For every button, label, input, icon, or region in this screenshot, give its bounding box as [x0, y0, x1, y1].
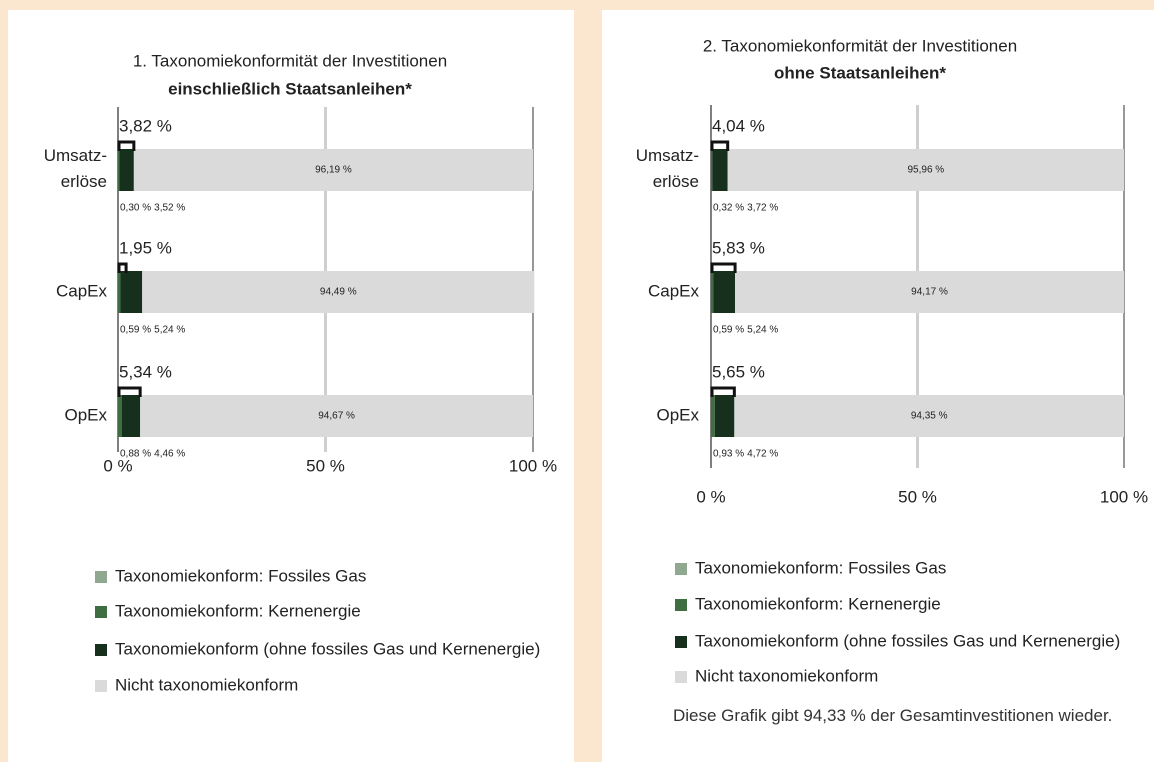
total-label: 5,34 %	[119, 362, 172, 381]
legend-label: Taxonomiekonform: Kernenergie	[695, 594, 941, 613]
x-tick-label: 50 %	[898, 487, 937, 506]
total-bracket	[117, 140, 136, 151]
legend-swatch	[95, 606, 107, 618]
category-label: CapEx	[56, 281, 108, 300]
value-label: 5,24 %	[747, 325, 778, 336]
bar-segment	[712, 149, 728, 191]
legend-swatch	[675, 599, 687, 611]
total-label: 1,95 %	[119, 238, 172, 257]
legend-swatch	[95, 644, 107, 656]
value-label: 0,59 %	[713, 325, 744, 336]
total-label: 3,82 %	[119, 116, 172, 135]
legend-label: Nicht taxonomiekonform	[695, 666, 878, 685]
total-label: 5,65 %	[712, 362, 765, 381]
value-label: 95,96 %	[907, 165, 944, 176]
bar-segment	[734, 395, 1124, 437]
value-label: 0,32 %	[713, 203, 744, 214]
chart-title: 1. Taxonomiekonformität der Investitione…	[133, 51, 447, 70]
total-bracket	[710, 386, 736, 397]
legend-swatch	[675, 563, 687, 575]
value-label: 5,24 %	[154, 325, 185, 336]
bar-segment	[121, 395, 141, 437]
note-box: Diese Grafik gibt 94,33 % der Gesamtinve…	[673, 706, 1113, 725]
legend-swatch	[95, 571, 107, 583]
value-label: 96,19 %	[315, 165, 352, 176]
total-label: 4,04 %	[712, 116, 765, 135]
value-label: 94,35 %	[911, 411, 948, 422]
bar-segment	[118, 395, 122, 437]
chart-title: 2. Taxonomiekonformität der Investitione…	[703, 36, 1017, 55]
legend-label: Taxonomiekonform: Fossiles Gas	[695, 558, 946, 577]
total-bracket	[710, 140, 730, 151]
legend-label: Taxonomiekonform: Fossiles Gas	[115, 566, 366, 585]
value-label: 3,72 %	[747, 203, 778, 214]
category-label: CapEx	[648, 281, 700, 300]
bar-segment	[120, 271, 143, 313]
total-bracket	[117, 262, 128, 273]
bar-segment	[711, 395, 715, 437]
x-tick-label: 100 %	[1100, 487, 1148, 506]
legend-swatch	[95, 680, 107, 692]
value-label: 4,72 %	[747, 449, 778, 460]
bar-segment	[118, 149, 120, 191]
total-label: 5,83 %	[712, 238, 765, 257]
value-label: 0,88 %	[120, 449, 151, 460]
value-label: 94,17 %	[911, 287, 948, 298]
legend-label: Taxonomiekonform: Kernenergie	[115, 601, 361, 620]
x-tick-label: 0 %	[696, 487, 725, 506]
bar-segment	[714, 395, 735, 437]
legend-swatch	[675, 671, 687, 683]
bar-segment	[140, 395, 534, 437]
legend-label: Taxonomiekonform (ohne fossiles Gas und …	[115, 639, 540, 658]
chart-subtitle: einschließlich Staatsanleihen*	[168, 79, 412, 98]
legend-label: Taxonomiekonform (ohne fossiles Gas und …	[695, 631, 1120, 650]
bar-segment	[118, 271, 121, 313]
x-tick-label: 0 %	[103, 456, 132, 475]
bar-segment	[727, 149, 1124, 191]
value-label: 94,49 %	[320, 287, 357, 298]
total-bracket	[710, 262, 737, 273]
panel	[8, 10, 574, 762]
total-bracket	[117, 386, 142, 397]
legend-swatch	[675, 636, 687, 648]
bar-segment	[713, 271, 736, 313]
bar-segment	[133, 149, 534, 191]
note: Diese Grafik gibt 94,33 % der Gesamtinve…	[673, 706, 1113, 725]
chart-subtitle: ohne Staatsanleihen*	[774, 63, 946, 82]
x-tick-label: 50 %	[306, 456, 345, 475]
category-label: Umsatz-erlöse	[44, 146, 107, 191]
bar-segment	[119, 149, 134, 191]
legend-label: Nicht taxonomiekonform	[115, 675, 298, 694]
value-label: 94,67 %	[318, 411, 355, 422]
bar-segment	[142, 271, 535, 313]
bar-segment	[711, 271, 714, 313]
category-label: OpEx	[656, 405, 699, 424]
bar-segment	[711, 149, 713, 191]
value-label: 4,46 %	[154, 449, 185, 460]
category-label: OpEx	[64, 405, 107, 424]
bar-segment	[735, 271, 1124, 313]
value-label: 3,52 %	[154, 203, 185, 214]
category-label: Umsatz-erlöse	[636, 146, 699, 191]
value-label: 0,30 %	[120, 203, 151, 214]
x-tick-label: 100 %	[509, 456, 557, 475]
value-label: 0,93 %	[713, 449, 744, 460]
value-label: 0,59 %	[120, 325, 151, 336]
panel	[602, 10, 1154, 762]
